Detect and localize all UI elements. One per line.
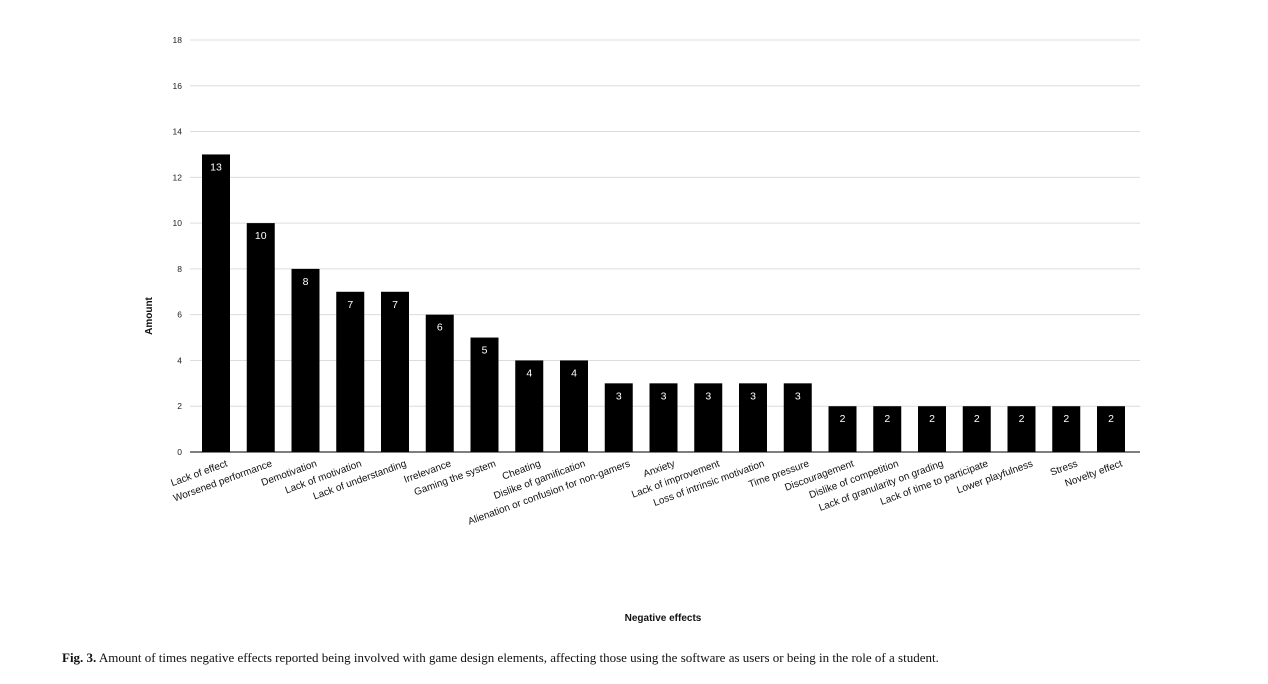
bar (560, 360, 588, 452)
bar-value-label: 6 (437, 322, 443, 334)
bar-value-label: 4 (526, 367, 532, 379)
figure-caption-label: Fig. 3. (62, 650, 97, 665)
bar-value-label: 3 (750, 390, 756, 402)
bar (515, 360, 544, 452)
bar (918, 406, 946, 452)
bar-value-label: 2 (840, 413, 846, 425)
y-tick-label: 8 (177, 264, 182, 274)
bar (873, 406, 902, 452)
bar (649, 383, 678, 452)
y-tick-label: 16 (173, 81, 183, 91)
bar-value-label: 2 (974, 413, 980, 425)
y-tick-label: 6 (177, 310, 182, 320)
bar (381, 291, 409, 452)
bar (783, 383, 812, 452)
y-tick-label: 18 (173, 35, 183, 45)
bar (470, 337, 499, 452)
bar-value-label: 4 (571, 367, 577, 379)
bar-value-label: 2 (884, 413, 890, 425)
x-axis-title: Negative effects (625, 613, 702, 624)
figure-caption: Fig. 3. Amount of times negative effects… (62, 650, 1242, 666)
y-tick-label: 10 (173, 218, 183, 228)
bar-value-label: 13 (210, 161, 222, 173)
bar-value-label: 3 (795, 390, 801, 402)
bar (202, 154, 230, 452)
figure-caption-text: Amount of times negative effects reporte… (98, 650, 939, 665)
bars (202, 154, 1125, 452)
bar-value-label: 2 (1019, 413, 1025, 425)
bar-value-label: 8 (303, 276, 309, 288)
bar-value-labels: 13 10 8 7 7 6 5 4 4 3 3 3 3 3 2 2 2 2 2 2 2 (210, 161, 1114, 425)
bar-value-label: 7 (347, 299, 353, 311)
bar-value-label: 2 (929, 413, 935, 425)
bar (291, 268, 320, 452)
bar (425, 314, 454, 452)
bar (739, 383, 767, 452)
bar-value-label: 10 (255, 230, 267, 242)
bar-value-label: 2 (1063, 413, 1069, 425)
y-tick-label: 4 (177, 355, 182, 365)
bar (962, 406, 991, 452)
bar (1007, 406, 1036, 452)
y-tick-label: 12 (173, 172, 183, 182)
y-tick-label: 14 (173, 127, 183, 137)
bar-value-label: 2 (1108, 413, 1114, 425)
bar-value-label: 3 (661, 390, 667, 402)
bar-value-label: 3 (616, 390, 622, 402)
bar (694, 383, 723, 452)
bar-value-label: 7 (392, 299, 398, 311)
bar-value-label: 3 (705, 390, 711, 402)
bar (828, 406, 857, 452)
y-tick-labels: 0 2 4 6 8 10 12 14 16 18 (173, 35, 183, 457)
y-axis-title: Amount (144, 296, 155, 334)
bar-value-label: 5 (482, 345, 488, 357)
bar (1097, 406, 1125, 452)
bar (246, 223, 275, 452)
bar (604, 383, 633, 452)
y-tick-label: 0 (177, 447, 182, 457)
y-tick-label: 2 (177, 401, 182, 411)
bar (336, 291, 365, 452)
x-category-label: Lower playfulness (956, 458, 1035, 496)
bar (1052, 406, 1081, 452)
